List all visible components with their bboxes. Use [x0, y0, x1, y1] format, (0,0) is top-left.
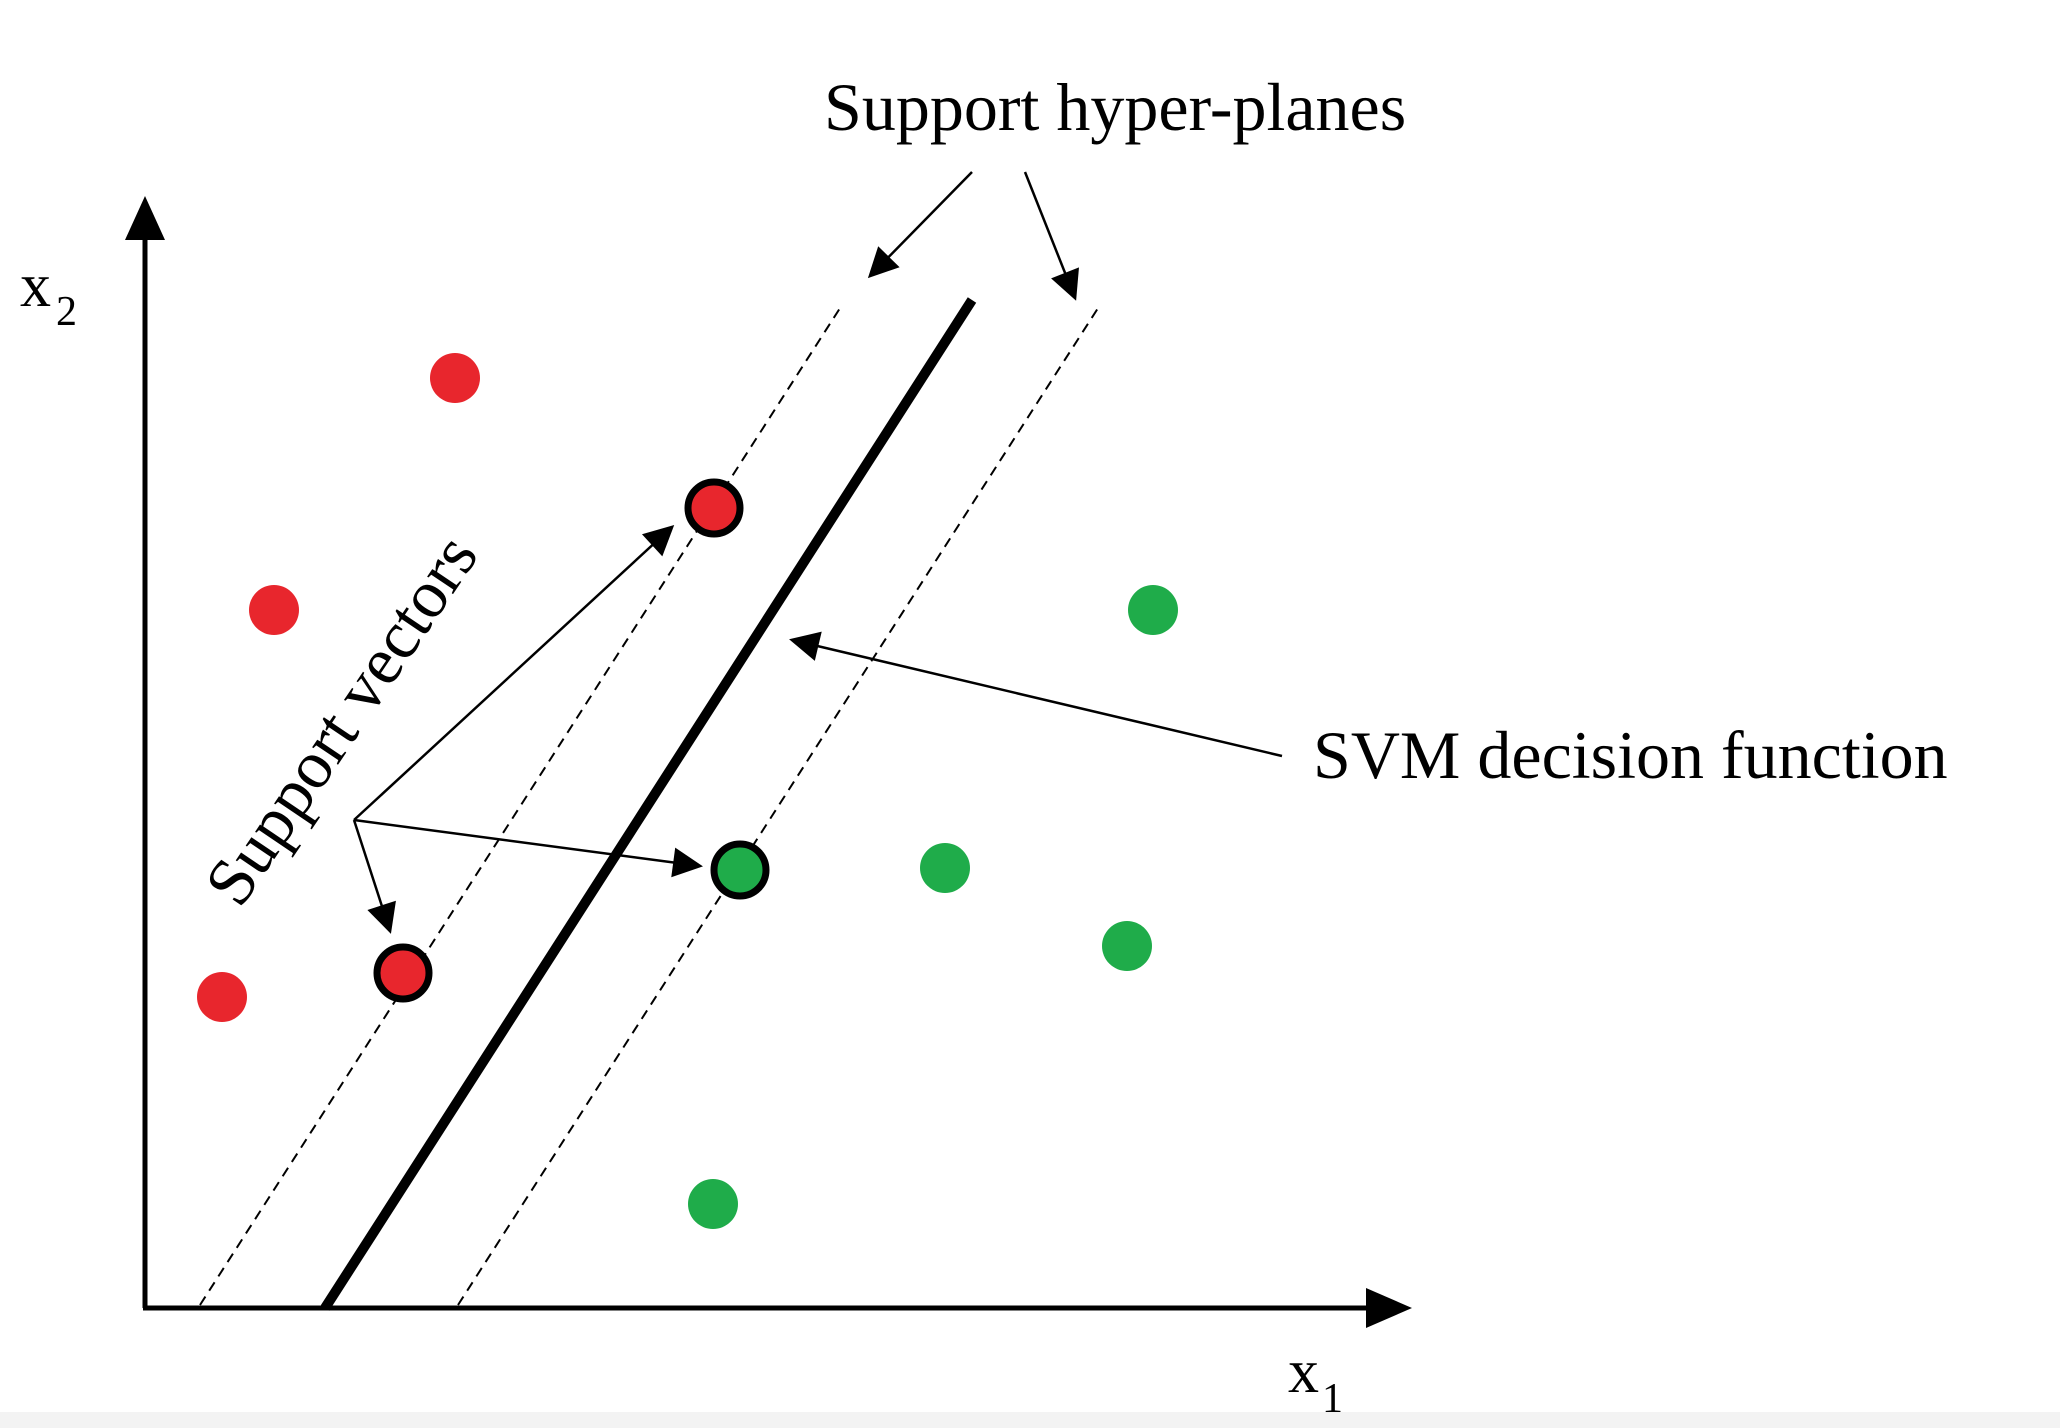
class-a-points	[197, 353, 744, 1022]
x1-axis-subscript: 1	[1322, 1376, 1343, 1422]
decision-function-label: SVM decision function	[1313, 717, 1948, 793]
arrow-to-right-hyperplane	[1023, 171, 1079, 301]
class-b-point	[688, 1179, 738, 1229]
hyperplane-arrows	[867, 171, 1079, 301]
class-b-points	[688, 585, 1178, 1229]
class-b-point	[920, 843, 970, 893]
arrow-to-decision-boundary	[789, 631, 1283, 758]
bottom-band	[0, 1412, 2060, 1428]
x2-axis-letter: x	[20, 252, 51, 320]
class-b-point	[1128, 585, 1178, 635]
arrow-to-lower-red-support-vector	[352, 819, 396, 934]
arrow-to-green-support-vector	[353, 818, 703, 878]
y-axis-arrowhead	[125, 196, 165, 240]
x1-axis-letter: x	[1288, 1338, 1319, 1406]
class-a-point	[430, 353, 480, 403]
class-b-point	[1102, 921, 1152, 971]
x2-axis-label: x 2	[20, 252, 77, 335]
axes	[125, 196, 1412, 1328]
support-vectors-label: Support vectors	[189, 520, 492, 918]
support-vector-class-a	[373, 943, 433, 1003]
support-hyperplane-right	[457, 304, 1101, 1306]
arrow-to-left-hyperplane	[867, 171, 973, 279]
class-a-point	[249, 585, 299, 635]
support-vector-class-a	[684, 478, 744, 538]
x-axis-arrowhead	[1366, 1288, 1412, 1328]
arrow-to-upper-red-support-vector	[353, 524, 675, 821]
support-vector-arrows	[352, 524, 703, 934]
support-hyperplane-left	[199, 304, 843, 1306]
x2-axis-subscript: 2	[56, 289, 77, 335]
class-a-point	[197, 972, 247, 1022]
support-hyperplanes-label: Support hyper-planes	[824, 69, 1406, 145]
x1-axis-label: x 1	[1288, 1338, 1343, 1422]
support-vector-class-b	[710, 840, 770, 900]
decision-boundary-line	[320, 297, 977, 1311]
